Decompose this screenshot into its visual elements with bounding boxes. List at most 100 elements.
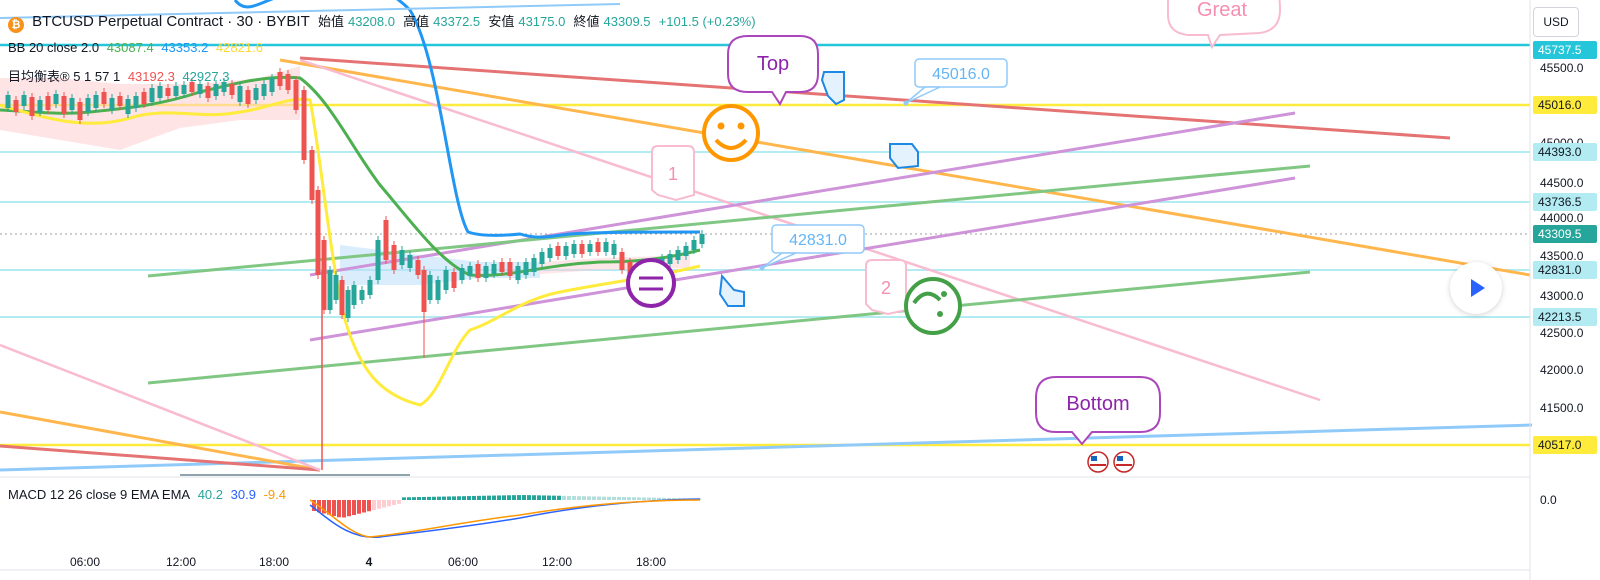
macd-bar: [507, 495, 511, 500]
play-button[interactable]: [1450, 262, 1502, 314]
symbol-title[interactable]: BTCUSD Perpetual Contract · 30 · BYBIT: [32, 13, 310, 30]
time-axis[interactable]: 06:00 12:00 18:00 4 06:00 12:00 18:00: [70, 555, 666, 569]
macd-bar: [387, 500, 391, 507]
price-tag-label: 40517.0: [1538, 438, 1582, 452]
candle: [675, 246, 681, 264]
candle: [587, 240, 593, 256]
callout-great[interactable]: Great: [1167, 0, 1282, 50]
marker-1[interactable]: 1: [651, 145, 695, 202]
currency-button[interactable]: USD: [1533, 7, 1579, 37]
channel-green-upper[interactable]: [147, 164, 1311, 278]
macd-bar: [587, 496, 591, 500]
high-label: 高值: [403, 14, 430, 29]
price-tag: 44393.0: [1533, 143, 1597, 161]
candle: [435, 276, 441, 304]
candle: [339, 276, 345, 319]
smile-icon[interactable]: [702, 104, 760, 162]
time-tick-label: 06:00: [448, 555, 478, 569]
macd-bar: [537, 495, 541, 500]
channel-green-lower[interactable]: [147, 270, 1311, 385]
macd-bar: [617, 496, 621, 500]
open-value: 43208.0: [347, 14, 395, 29]
price-tag-label: 44393.0: [1538, 145, 1582, 159]
macd-value-2: 30.9: [230, 487, 256, 502]
macd-legend[interactable]: MACD 12 26 close 9 EMA EMA 40.2 30.9 -9.…: [8, 487, 290, 502]
macd-bar: [367, 500, 371, 512]
trendline-red[interactable]: [299, 56, 1451, 140]
trendline-pink-lower[interactable]: [0, 343, 321, 472]
macd-bar: [657, 497, 661, 500]
us-flag-icon[interactable]: [1087, 451, 1135, 473]
macd-bar: [637, 497, 641, 500]
callout-bottom[interactable]: Bottom: [1035, 376, 1161, 446]
candle: [699, 230, 705, 248]
callout-top[interactable]: Top: [727, 35, 819, 106]
macd-bar: [622, 497, 626, 500]
macd-bar: [522, 495, 526, 500]
candle: [45, 92, 51, 114]
macd-bar: [342, 500, 346, 518]
macd-histogram: [312, 495, 701, 518]
trendline-top-blue: [0, 3, 621, 19]
candle: [181, 81, 187, 98]
candle: [345, 286, 351, 322]
candle: [221, 78, 227, 96]
bb-label: BB 20 close 2.0: [8, 40, 100, 55]
candle: [277, 68, 283, 90]
neutral-face-icon[interactable]: [626, 258, 676, 308]
candle: [77, 98, 83, 124]
trendline-orange-lower[interactable]: [0, 410, 321, 472]
macd-bar: [667, 497, 671, 500]
candle: [321, 236, 327, 314]
macd-bar: [642, 497, 646, 500]
price-callout-42831[interactable]: 42831.0: [759, 224, 865, 271]
low-value: 43175.0: [518, 14, 566, 29]
price-tag: 43736.5: [1533, 193, 1597, 211]
sad-face-icon[interactable]: [904, 277, 962, 335]
candle: [285, 70, 291, 94]
ichimoku-legend[interactable]: 目均衡表® 5 1 57 1 43192.3 42927.3: [8, 66, 233, 85]
price-tick-label: 42500.0: [1540, 326, 1584, 340]
candle: [157, 82, 163, 102]
trendline-red-lower[interactable]: [0, 444, 321, 472]
macd-bar: [377, 500, 381, 509]
price-tick-label: 44500.0: [1540, 176, 1584, 190]
svg-text:45016.0: 45016.0: [932, 66, 990, 83]
macd-bar: [632, 497, 636, 500]
macd-bar: [362, 500, 366, 513]
macd-bar: [497, 495, 501, 500]
macd-bar: [382, 500, 386, 508]
thumb-icon-middle[interactable]: [889, 143, 919, 170]
trendline-blue-support[interactable]: [0, 423, 1533, 472]
channel-lower[interactable]: [309, 176, 1296, 342]
price-callout-45016[interactable]: 45016.0: [903, 58, 1008, 106]
candle: [293, 76, 299, 114]
bb-legend[interactable]: BB 20 close 2.0 43087.4 43353.2 42821.6: [8, 40, 267, 55]
candle: [149, 84, 155, 106]
change-value: +101.5 (+0.23%): [658, 14, 756, 29]
macd-bar: [432, 496, 436, 500]
candle: [531, 254, 537, 276]
price-tag-label: 42213.5: [1538, 310, 1582, 324]
candle: [173, 82, 179, 100]
thumb-icon-lower[interactable]: [718, 273, 745, 307]
macd-bar: [402, 497, 406, 500]
candle: [53, 90, 59, 108]
candle: [407, 251, 413, 272]
candle: [261, 80, 267, 100]
price-tick-label: 43500.0: [1540, 249, 1584, 263]
marker-2[interactable]: 2: [865, 259, 907, 316]
price-tag-label: 42831.0: [1538, 263, 1582, 277]
thumb-icon-top[interactable]: [820, 71, 845, 106]
svg-text:42831.0: 42831.0: [789, 232, 847, 249]
macd-bar: [312, 500, 316, 511]
macd-bar: [512, 495, 516, 500]
macd-bar: [447, 496, 451, 500]
macd-bar: [347, 500, 351, 517]
channel-upper[interactable]: [309, 111, 1296, 277]
close-value: 43309.5: [603, 14, 651, 29]
macd-bar: [337, 500, 341, 518]
symbol-legend[interactable]: ₿ BTCUSD Perpetual Contract · 30 · BYBIT…: [8, 11, 760, 33]
macd-bar: [467, 496, 471, 500]
